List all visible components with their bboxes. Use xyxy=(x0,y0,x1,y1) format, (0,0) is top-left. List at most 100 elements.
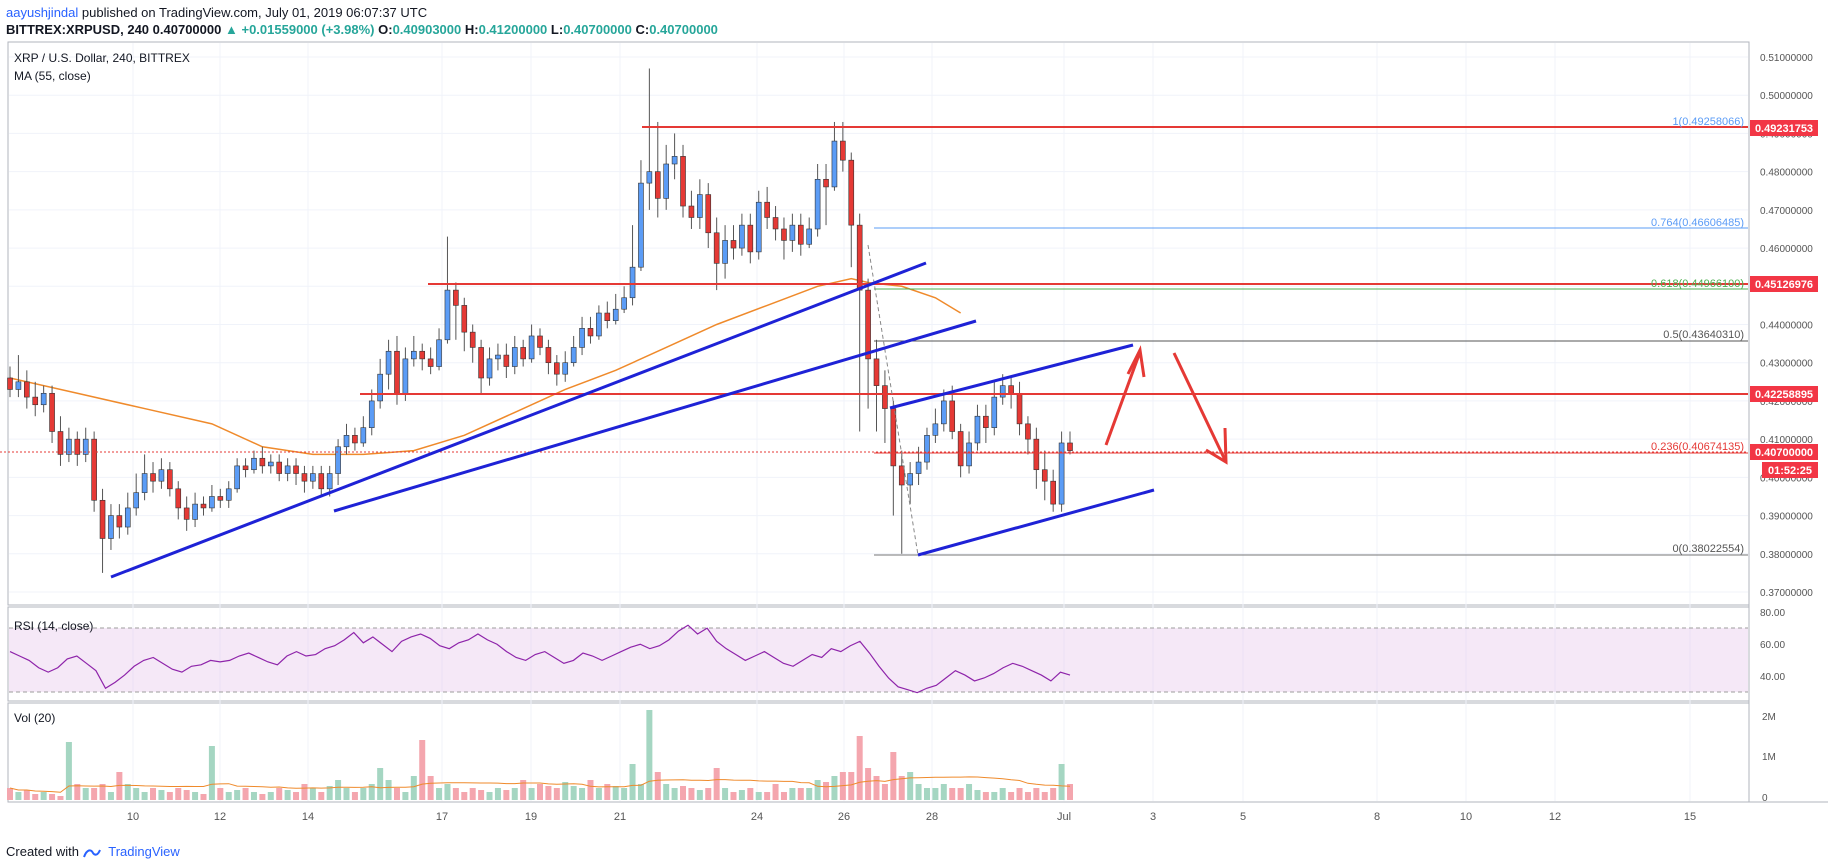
trendline-support-2 xyxy=(333,319,977,513)
volume-bar xyxy=(755,792,762,800)
candle-body xyxy=(957,431,964,467)
candle-body xyxy=(326,473,333,490)
rsi-tick-40: 40.00 xyxy=(1760,672,1785,683)
candle-body xyxy=(192,503,198,520)
candle-body xyxy=(209,496,215,509)
volume-bar xyxy=(343,788,350,800)
volume-bar xyxy=(141,792,148,800)
volume-bar xyxy=(284,790,291,800)
volume-bar xyxy=(40,792,47,800)
time-axis[interactable]: 10 12 14 17 19 21 24 26 28 Jul 3 5 8 10 12 15 xyxy=(127,811,1696,823)
candle-body xyxy=(537,335,543,348)
volume-bar xyxy=(242,788,249,800)
volume-bar xyxy=(116,772,123,800)
candle-body xyxy=(680,156,686,207)
fib-label-0236: 0.236(0.40674135) xyxy=(1651,441,1744,453)
volume-bar xyxy=(680,786,687,800)
candle-body xyxy=(772,217,779,230)
candle-body xyxy=(856,224,863,291)
tradingview-link[interactable]: TradingView xyxy=(108,844,180,859)
volume-ma-line xyxy=(9,776,1071,793)
time-tick-label: 5 xyxy=(1240,811,1246,823)
volume-bar xyxy=(259,794,266,800)
candle-body xyxy=(865,289,871,360)
candle-body xyxy=(570,347,577,364)
candle-body xyxy=(697,194,703,218)
candle-body xyxy=(797,224,804,245)
close-value: 0.40700000 xyxy=(649,22,718,37)
candle-body xyxy=(629,266,636,299)
candle-body xyxy=(983,415,989,428)
candle-body xyxy=(596,312,602,337)
candle-body xyxy=(49,392,55,432)
volume-bar xyxy=(764,792,771,800)
channel-bottom xyxy=(917,488,1155,557)
candle-body xyxy=(1025,423,1031,440)
volume-bar xyxy=(999,788,1006,800)
author-link[interactable]: aayushjindal xyxy=(6,5,79,20)
price-tick-label: 0.44000000 xyxy=(1760,321,1813,332)
price-tick-label: 0.37000000 xyxy=(1760,588,1813,599)
volume-bar xyxy=(957,788,964,800)
volume-bar xyxy=(772,784,779,800)
candle-body xyxy=(621,297,627,310)
volume-bar xyxy=(49,794,56,800)
high-value: 0.41200000 xyxy=(478,22,548,37)
volume-bar xyxy=(579,788,586,800)
candle-body xyxy=(1050,480,1056,505)
candle-body xyxy=(991,396,998,428)
volume-bar xyxy=(486,792,493,800)
volume-bar xyxy=(890,752,897,800)
volume-bar xyxy=(654,772,661,800)
candle-body xyxy=(335,446,341,474)
volume-bar xyxy=(646,710,653,800)
fib-label-0: 0(0.38022554) xyxy=(1672,543,1744,555)
volume-bar xyxy=(124,784,131,800)
volume-bar xyxy=(1033,788,1040,800)
volume-bar xyxy=(368,784,375,800)
candle-body xyxy=(924,435,930,463)
candle-body xyxy=(1041,469,1048,482)
price-tag-042-text: 0.42258895 xyxy=(1755,389,1813,401)
candle-body xyxy=(461,305,468,333)
footer: Created with TradingView xyxy=(6,844,180,859)
candle-body xyxy=(747,224,754,253)
volume-bar xyxy=(469,788,476,800)
volume-bar xyxy=(587,780,594,800)
vol-tick-0: 0 xyxy=(1762,793,1768,804)
arrow-up-head xyxy=(1126,345,1146,378)
time-tick-label: 14 xyxy=(302,811,314,823)
volume-bar xyxy=(730,792,737,800)
volume-bar xyxy=(82,788,89,800)
volume-bar xyxy=(200,794,207,800)
candle-body xyxy=(57,431,64,455)
low-label: L: xyxy=(550,22,564,37)
volume-bar xyxy=(696,790,703,800)
candle-body xyxy=(974,415,981,444)
volume-bar xyxy=(966,784,973,800)
rsi-line xyxy=(9,624,1071,694)
volume-bar xyxy=(452,788,459,800)
candle-body xyxy=(141,473,148,493)
candle-body xyxy=(831,140,838,188)
volume-bar xyxy=(612,786,619,800)
candle-body xyxy=(1067,442,1073,451)
volume-bar xyxy=(873,776,880,800)
candle-body xyxy=(604,312,611,321)
volume-bar xyxy=(1067,784,1073,800)
candle-body xyxy=(1008,385,1014,394)
candle-body xyxy=(789,224,796,241)
candle-body xyxy=(301,473,308,482)
candle-body xyxy=(722,240,728,264)
volume-bar xyxy=(1008,792,1015,800)
volume-bar xyxy=(360,788,367,800)
candle-body xyxy=(612,308,619,321)
volume-bar xyxy=(385,780,392,800)
price-tag-last: 0.40700000 01:52:25 xyxy=(1750,444,1818,478)
candlestick-series xyxy=(7,68,1073,573)
volume-bar xyxy=(747,788,754,800)
volume-bar xyxy=(923,788,930,800)
time-tick-label: 8 xyxy=(1374,811,1380,823)
candle-body xyxy=(200,503,207,509)
